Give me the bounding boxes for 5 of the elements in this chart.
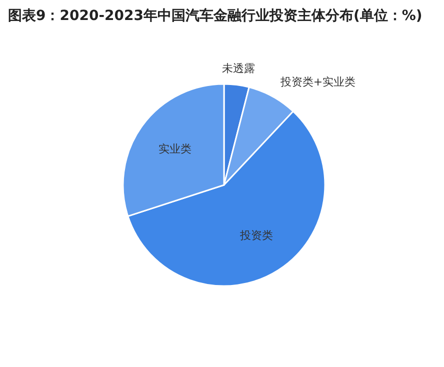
- slice-label: 未透露: [222, 62, 256, 75]
- slice-label: 实业类: [158, 142, 192, 156]
- chart-title: 图表9：2020-2023年中国汽车金融行业投资主体分布(单位：%): [8, 6, 424, 26]
- slice-label: 投资类: [238, 229, 273, 242]
- slice-label: 投资类+实业类: [279, 75, 356, 88]
